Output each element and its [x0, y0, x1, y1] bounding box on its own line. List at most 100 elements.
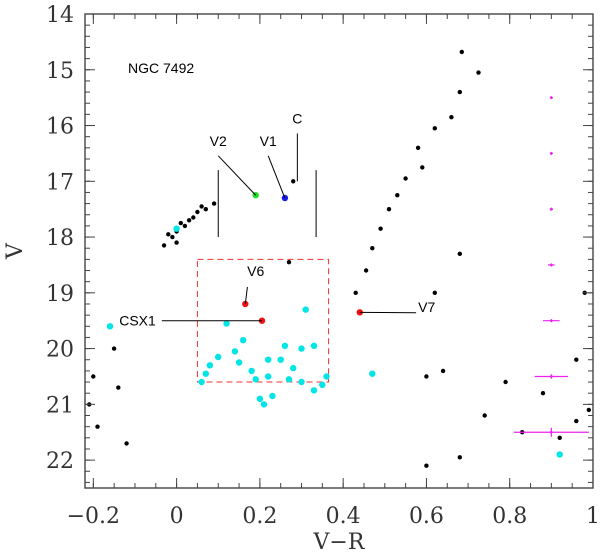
- error-bars-layer: [513, 96, 589, 437]
- point-variables-red: [242, 300, 249, 308]
- point-cyan-stars: [285, 376, 293, 383]
- annotation-label-csx1: CSX1: [119, 313, 156, 329]
- x-tick-label: 0.8: [492, 504, 527, 529]
- x-tick-label: 0.2: [242, 504, 277, 529]
- chart-title: NGC 7492: [128, 60, 194, 76]
- point-cyan-stars: [202, 370, 209, 377]
- y-tick-label: 14: [46, 3, 74, 28]
- point-cluster-stars-black: [449, 115, 454, 120]
- point-cluster-stars-black: [286, 260, 292, 265]
- point-cluster-stars-black: [195, 209, 200, 215]
- point-cyan-stars: [302, 306, 309, 313]
- point-cluster-stars-black: [353, 290, 358, 295]
- point-cluster-stars-black: [174, 240, 179, 245]
- point-cluster-stars-black: [457, 251, 462, 256]
- point-cluster-stars-black: [199, 204, 204, 209]
- point-cluster-stars-black: [424, 374, 429, 379]
- point-cluster-stars-black: [457, 455, 462, 460]
- annotation-label-v7: V7: [418, 299, 435, 315]
- data-points-layer: [87, 49, 591, 468]
- point-cluster-stars-black: [395, 193, 400, 198]
- reference-box-layer: [196, 258, 330, 383]
- error-bar-center: [550, 96, 553, 99]
- point-cluster-stars-black: [161, 243, 167, 248]
- point-cluster-stars-black: [186, 218, 192, 223]
- point-cluster-stars-black: [386, 207, 392, 212]
- point-cluster-stars-black: [166, 232, 171, 237]
- point-cluster-stars-black: [574, 357, 579, 362]
- annotation-label-v6: V6: [247, 263, 264, 279]
- annotation-label-v1: V1: [260, 133, 277, 149]
- point-cluster-stars-black: [482, 413, 487, 418]
- point-cyan-stars: [265, 356, 272, 363]
- ticks-layer: −0.2 0 0.2 0.4 0.6 0.8 1 14 15 16 17 18 19 20 21 22: [46, 3, 600, 529]
- y-tick-label: 15: [46, 59, 74, 84]
- annotation-line-v6: [244, 286, 248, 305]
- point-cluster-stars-black: [424, 463, 429, 468]
- point-cluster-stars-black: [91, 374, 96, 379]
- point-variables-red: [258, 317, 266, 324]
- y-tick-label: 16: [46, 115, 74, 140]
- error-bar-center: [550, 152, 553, 155]
- x-tick-label: 1: [586, 504, 600, 529]
- point-cluster-stars-black: [124, 441, 129, 446]
- point-cyan-stars: [269, 392, 276, 400]
- point-cluster-stars-black: [503, 379, 508, 385]
- point-cluster-stars-black: [170, 234, 175, 240]
- annotation-label-c: C: [292, 111, 302, 127]
- point-cyan-stars: [369, 370, 376, 377]
- point-cyan-stars: [298, 345, 305, 352]
- point-cyan-stars: [310, 342, 318, 349]
- x-axis-title: V−R: [313, 530, 366, 555]
- point-cyan-stars: [235, 359, 243, 366]
- annotations-layer: C V1 V2 V6 CSX1 V7: [119, 111, 435, 329]
- point-cyan-stars: [248, 367, 255, 375]
- point-cluster-stars-black: [378, 226, 383, 231]
- y-tick-label: 20: [46, 338, 74, 363]
- point-cyan-stars: [231, 348, 239, 355]
- error-bar-center: [550, 319, 553, 323]
- point-cluster-stars-black: [403, 176, 408, 181]
- guide-lines-layer: [217, 170, 317, 238]
- point-cluster-stars-black: [370, 246, 375, 251]
- plot-frame: [84, 13, 594, 489]
- y-tick-label: 21: [46, 393, 74, 418]
- point-cluster-stars-black: [116, 385, 121, 390]
- reference-box: [196, 258, 330, 383]
- point-cluster-stars-black: [111, 346, 117, 351]
- annotation-line-v2: [217, 155, 257, 196]
- point-cluster-stars-black: [540, 391, 546, 396]
- error-bar-center: [550, 430, 553, 434]
- point-cluster-stars-black: [586, 407, 591, 413]
- point-cyan-stars: [260, 401, 268, 408]
- point-variables-red: [356, 309, 363, 316]
- point-cyan-stars: [240, 337, 247, 344]
- point-cyan-stars: [277, 356, 284, 363]
- point-cluster-stars-black: [415, 145, 421, 150]
- point-cluster-stars-black: [459, 49, 464, 55]
- y-tick-label: 18: [46, 226, 74, 251]
- point-cluster-stars-black: [95, 424, 100, 429]
- annotation-label-v2: V2: [210, 133, 227, 149]
- x-tick-label: −0.2: [67, 504, 120, 529]
- point-cluster-stars-black: [211, 201, 217, 206]
- point-cyan-stars: [281, 342, 289, 349]
- point-cyan-stars: [323, 373, 330, 380]
- x-tick-label: 0.4: [326, 504, 361, 529]
- x-tick-label: 0.6: [409, 504, 444, 529]
- point-cyan-stars: [206, 362, 214, 369]
- point-cluster-stars-black: [203, 207, 208, 212]
- point-cyan-stars: [252, 376, 259, 383]
- point-cyan-stars: [106, 323, 114, 330]
- point-cluster-stars-black: [432, 126, 437, 131]
- error-bar-center: [550, 375, 553, 378]
- point-cyan-stars: [215, 353, 222, 361]
- point-cluster-stars-black: [457, 89, 462, 95]
- point-cyan-stars: [265, 373, 272, 380]
- error-bar-center: [550, 207, 553, 211]
- point-cluster-stars-black: [432, 290, 437, 295]
- point-cluster-stars-black: [182, 223, 188, 229]
- point-cluster-stars-black: [574, 418, 579, 424]
- error-bar-center: [550, 263, 553, 267]
